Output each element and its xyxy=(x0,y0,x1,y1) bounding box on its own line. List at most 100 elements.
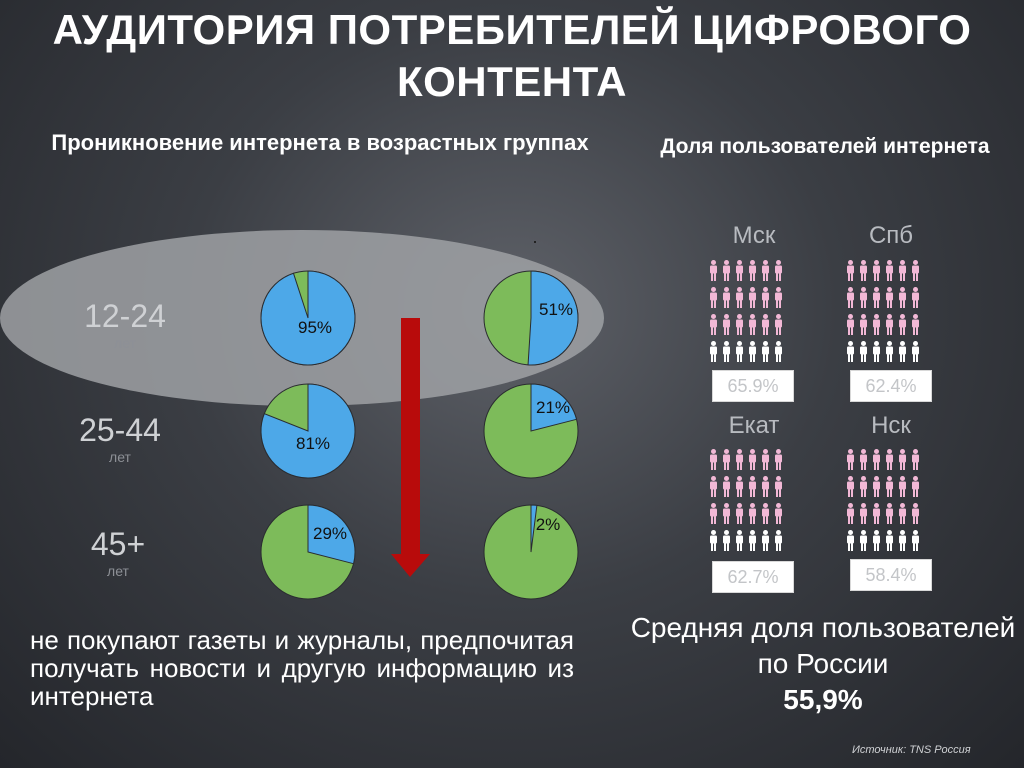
person-icon xyxy=(873,314,880,335)
person-icon xyxy=(886,314,893,335)
city-value-spb: 62.4% xyxy=(850,370,932,402)
person-icon xyxy=(723,341,730,362)
person-icon xyxy=(860,476,867,497)
pie-slice-value xyxy=(527,270,579,366)
person-icon xyxy=(736,530,743,551)
person-icon xyxy=(912,530,919,551)
age-group-unit: лет xyxy=(114,335,136,351)
person-icon xyxy=(710,476,717,497)
person-icon xyxy=(860,314,867,335)
person-icon xyxy=(860,449,867,470)
average-value: 55,9% xyxy=(783,684,863,715)
person-icon xyxy=(873,476,880,497)
person-icon xyxy=(749,476,756,497)
person-icon xyxy=(899,287,906,308)
page-title: АУДИТОРИЯ ПОТРЕБИТЕЛЕЙ ЦИФРОВОГО КОНТЕНТ… xyxy=(52,6,972,105)
person-icon xyxy=(912,341,919,362)
person-icon xyxy=(749,503,756,524)
city-name-spb: Спб xyxy=(868,222,914,249)
bottom-note: не покупают газеты и журналы, предпочита… xyxy=(30,625,574,711)
person-icon xyxy=(723,476,730,497)
person-icon xyxy=(710,449,717,470)
person-icon xyxy=(899,260,906,281)
pie-data-label: 21% xyxy=(536,398,570,417)
age-group-label: 25-44 xyxy=(79,412,161,448)
person-icon xyxy=(775,503,782,524)
age-group-12-24: 12-24 лет xyxy=(55,298,195,352)
person-icon xyxy=(762,341,769,362)
person-icon xyxy=(899,341,906,362)
city-name-nsk: Нск xyxy=(871,412,911,439)
person-icon xyxy=(775,341,782,362)
age-group-45-plus: 45+ лет xyxy=(48,526,188,580)
person-icon xyxy=(847,287,854,308)
person-icon xyxy=(710,503,717,524)
person-icon xyxy=(762,530,769,551)
city-value-ekat: 62.7% xyxy=(712,561,794,593)
person-icon xyxy=(775,287,782,308)
person-icon xyxy=(723,260,730,281)
person-icon xyxy=(860,530,867,551)
pie-slice-value xyxy=(260,270,356,366)
person-icon xyxy=(762,314,769,335)
person-icon xyxy=(860,287,867,308)
person-icon xyxy=(873,449,880,470)
person-icon xyxy=(847,341,854,362)
person-icon xyxy=(847,314,854,335)
person-icon xyxy=(723,530,730,551)
person-icon xyxy=(860,503,867,524)
person-icon xyxy=(899,449,906,470)
person-icon xyxy=(899,530,906,551)
person-icon xyxy=(710,260,717,281)
pie-data-label: 29% xyxy=(313,524,347,543)
person-icon xyxy=(762,449,769,470)
person-icon xyxy=(912,476,919,497)
person-icon xyxy=(723,503,730,524)
person-icon xyxy=(873,341,880,362)
city-name-msk: Мск xyxy=(732,222,776,249)
age-group-label: 12-24 xyxy=(84,298,166,334)
person-icon xyxy=(762,476,769,497)
person-icon xyxy=(736,341,743,362)
person-icon xyxy=(912,314,919,335)
person-icon xyxy=(873,287,880,308)
pie-slice-value xyxy=(530,504,538,553)
person-icon xyxy=(762,503,769,524)
city-value-nsk: 58.4% xyxy=(850,559,932,591)
arrow-head xyxy=(391,554,430,577)
person-icon xyxy=(886,449,893,470)
age-group-label: 45+ xyxy=(90,526,146,562)
pie-data-label: 81% xyxy=(296,434,330,453)
pie-slice-value xyxy=(530,383,578,432)
age-group-25-44: 25-44 лет xyxy=(50,412,190,466)
right-subtitle: Доля пользователей интернета xyxy=(660,135,990,158)
age-group-unit: лет xyxy=(109,449,131,465)
person-icon xyxy=(899,503,906,524)
person-icon xyxy=(912,503,919,524)
person-icon xyxy=(736,476,743,497)
person-icon xyxy=(736,260,743,281)
person-icon xyxy=(723,449,730,470)
city-value-msk: 65.9% xyxy=(712,370,794,402)
person-icon xyxy=(847,260,854,281)
person-icon xyxy=(762,260,769,281)
person-icon xyxy=(886,287,893,308)
person-icon xyxy=(710,341,717,362)
person-icon xyxy=(710,314,717,335)
person-icon xyxy=(736,287,743,308)
person-icon xyxy=(749,314,756,335)
person-icon xyxy=(775,314,782,335)
person-icon xyxy=(749,530,756,551)
person-icon xyxy=(723,287,730,308)
person-icon xyxy=(912,260,919,281)
person-icon xyxy=(847,503,854,524)
person-icon xyxy=(723,314,730,335)
person-icon xyxy=(775,530,782,551)
person-icon xyxy=(762,287,769,308)
person-icon xyxy=(749,260,756,281)
person-icon xyxy=(847,449,854,470)
person-icon xyxy=(873,260,880,281)
person-icon xyxy=(873,530,880,551)
age-group-unit: лет xyxy=(107,563,129,579)
